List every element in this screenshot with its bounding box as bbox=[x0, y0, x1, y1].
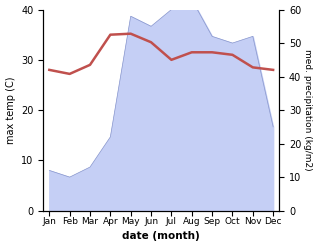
Y-axis label: max temp (C): max temp (C) bbox=[5, 76, 16, 144]
Y-axis label: med. precipitation (kg/m2): med. precipitation (kg/m2) bbox=[303, 49, 313, 171]
X-axis label: date (month): date (month) bbox=[122, 231, 200, 242]
